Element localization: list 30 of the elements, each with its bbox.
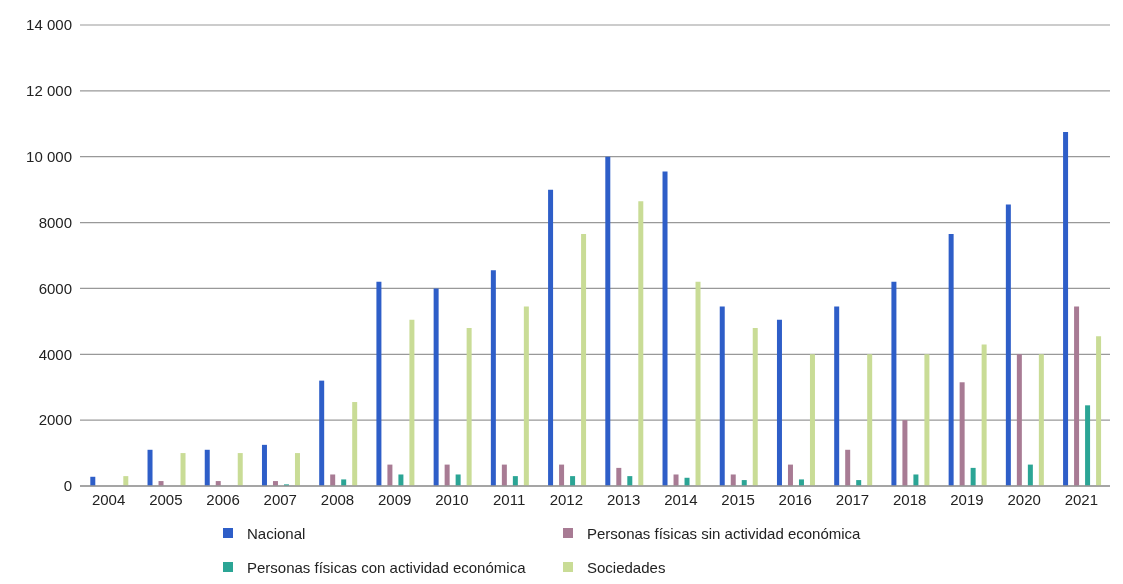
y-tick-label: 0 — [63, 477, 72, 495]
x-tick-label: 2010 — [435, 490, 469, 508]
x-tick-label: 2013 — [606, 490, 641, 508]
x-tick-label: 2016 — [778, 490, 812, 508]
x-tick-label: 2007 — [263, 490, 297, 508]
x-tick-label: 2011 — [493, 490, 526, 508]
x-tick-label: 2014 — [664, 490, 698, 508]
y-tick-label: 10 000 — [26, 148, 72, 166]
x-tick-label: 2005 — [149, 490, 183, 508]
x-tick-label: 2017 — [835, 490, 870, 508]
y-tick-label: 8000 — [38, 213, 72, 231]
x-tick-label: 2004 — [91, 490, 126, 508]
x-tick-label: 2006 — [206, 490, 240, 508]
x-tick-label: 2020 — [1007, 490, 1041, 508]
x-tick-label: 2021 — [1064, 490, 1099, 508]
legend-label: Personas físicas con actividad económica — [247, 558, 526, 576]
y-tick-label: 12 000 — [26, 82, 72, 100]
y-tick-label: 6000 — [38, 279, 72, 297]
y-tick-label: 4000 — [38, 345, 72, 363]
x-tick-label: 2012 — [549, 490, 584, 508]
x-tick-label: 2019 — [950, 490, 984, 508]
legend-label: Sociedades — [587, 558, 666, 576]
x-tick-label: 2015 — [721, 490, 755, 508]
legend-label: Nacional — [247, 524, 306, 542]
y-tick-label: 2000 — [38, 411, 72, 429]
x-tick-label: 2009 — [378, 490, 412, 508]
legend-label: Personas físicas sin actividad económica — [587, 524, 861, 542]
x-tick-label: 2018 — [893, 490, 927, 508]
y-tick-label: 14 000 — [26, 16, 72, 34]
x-tick-label: 2008 — [320, 490, 355, 508]
